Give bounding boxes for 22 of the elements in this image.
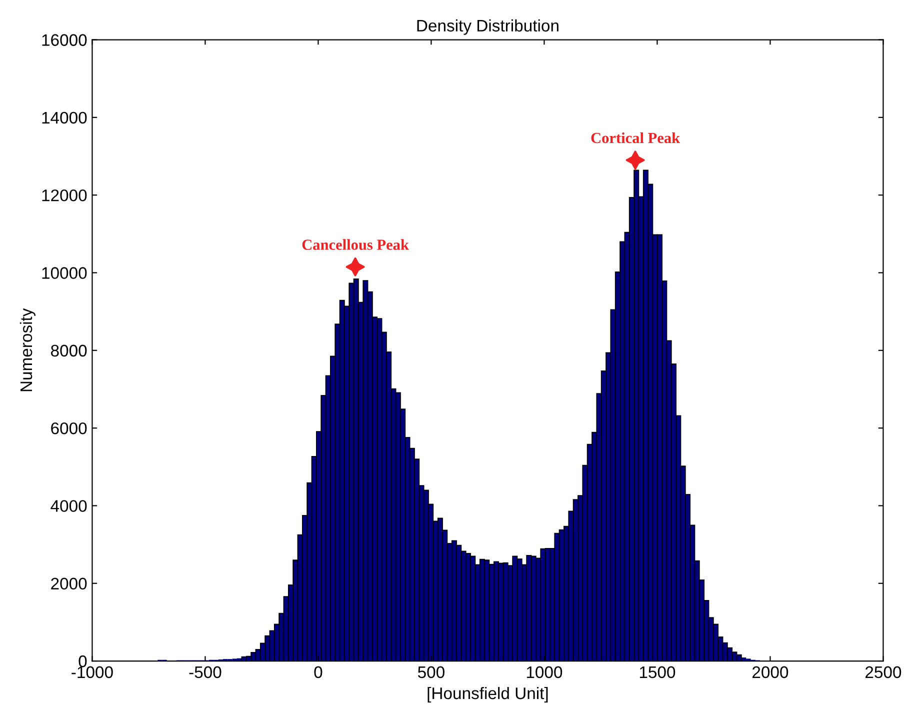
x-axis-title: [Hounsfield Unit]: [428, 686, 548, 702]
x-tick-label: -500: [189, 666, 222, 678]
y-tick-label: 0: [78, 655, 87, 668]
y-tick-label: 10000: [42, 267, 87, 279]
y-tick-label: 4000: [50, 500, 87, 512]
x-tick-label: 500: [418, 666, 444, 678]
x-tick-label: 1500: [640, 666, 676, 678]
x-tick-label: -1000: [72, 666, 113, 678]
annotation: Cortical Peak: [591, 132, 680, 144]
chart-title: Density Distribution: [417, 19, 558, 35]
y-tick-label: 14000: [42, 112, 87, 124]
y-tick-label: 2000: [51, 578, 87, 590]
x-tick-label: 0: [314, 666, 322, 678]
y-tick-label: 12000: [42, 189, 87, 202]
y-tick-label: 6000: [51, 422, 87, 434]
y-tick-label: 16000: [42, 34, 87, 46]
x-tick-label: 2000: [752, 666, 788, 678]
y-axis-title: Numerosity: [20, 308, 36, 392]
annotation: Cancellous Peak: [302, 239, 409, 250]
x-tick-label: 1000: [526, 666, 562, 678]
y-tick-label: 8000: [51, 344, 87, 357]
x-tick-label: 2500: [866, 666, 902, 678]
